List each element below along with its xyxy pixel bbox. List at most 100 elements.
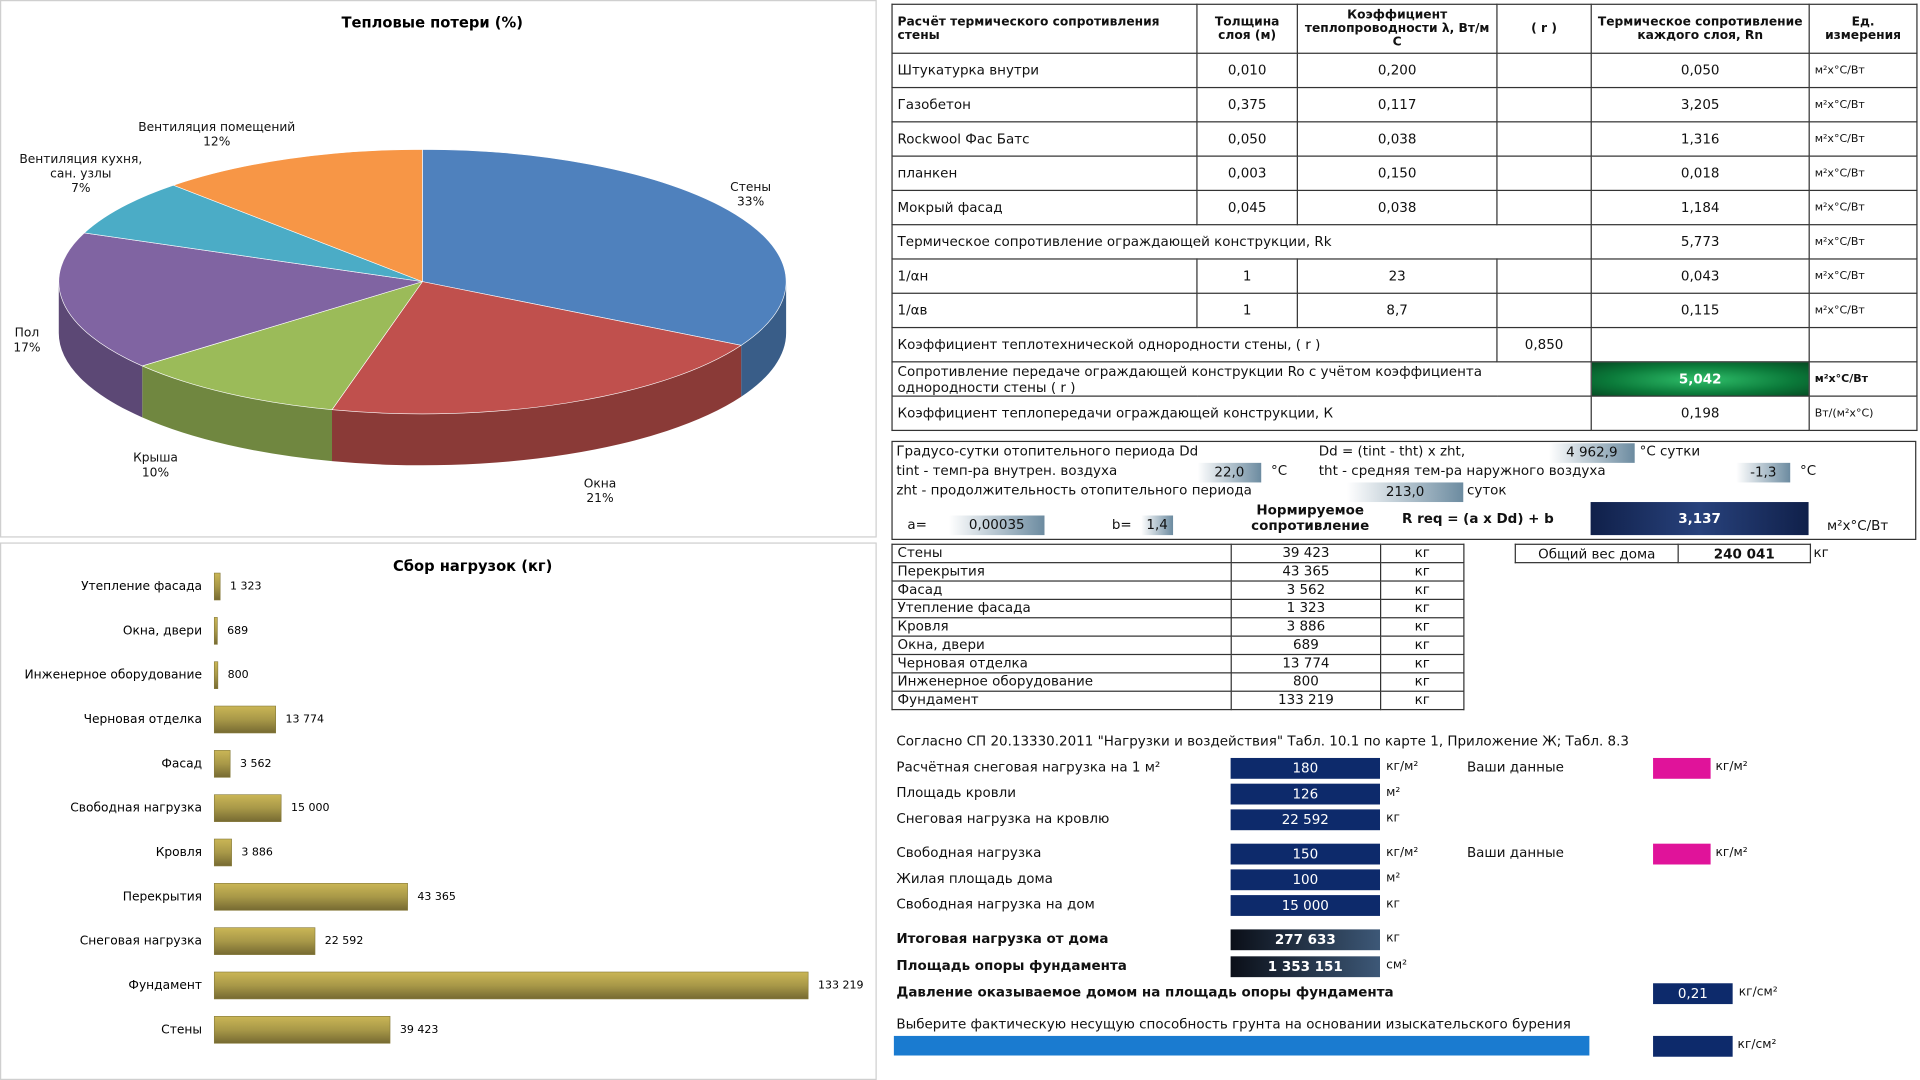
value-box: 15 000 [1230,895,1380,916]
input-box[interactable] [1653,757,1711,779]
table-row: Мокрый фасад 0,045 0,038 1,184 м²х°С/Вт [891,189,1918,226]
note: Согласно СП 20.13330.2011 "Нагрузки и во… [896,733,1629,750]
table-row: Фасад 3 562 кг [891,580,1465,601]
cell: кг [1380,653,1465,674]
soil-value-box[interactable] [1653,1035,1733,1057]
pie-slice-side [142,365,333,462]
cell: Коэффициент теплопередачи ограждающей ко… [891,395,1592,432]
y-tick-label: Фасад [161,756,202,770]
pie-slice-side [58,281,143,418]
cell: 0,010 [1196,52,1298,89]
cell: 8,7 [1296,292,1498,329]
cell: 0,117 [1296,86,1498,123]
value-box: 0,21 [1653,983,1733,1005]
cell: 0,375 [1196,86,1298,123]
cell: кг [1380,690,1465,711]
cell: Фасад [891,580,1232,601]
y-tick-label: Кровля [156,845,202,859]
value-box: 1,4 [1141,515,1174,536]
cell: 0,198 [1590,395,1810,432]
cell: кг [1380,562,1465,582]
header-cell: Расчёт термического сопротивления стены [891,3,1198,54]
unit: кг [1386,897,1400,912]
pie-label: Пол 17% [0,327,64,356]
cell: кг [1380,543,1465,564]
data-label: 39 423 [400,1023,439,1036]
pie-slice [172,149,423,283]
data-label: 1 323 [230,580,262,593]
header-cell: Ед. измерения [1808,3,1918,54]
unit: см² [1386,958,1408,973]
table-row: Окна, двери 689 кг [891,635,1465,656]
cell [1496,258,1592,294]
cell: Фундамент [891,690,1232,711]
cell: 0,150 [1296,155,1498,192]
pie-label-name: Вентиляция кухня, сан. узлы [19,153,143,182]
y-tick-label: Свободная нагрузка [70,801,202,815]
cell: Коэффициент теплотехнической однородност… [891,326,1498,363]
pie-slice [422,149,787,346]
table-row: Коэффициент теплопередачи ограждающей ко… [891,395,1918,432]
cell: кг [1380,617,1465,637]
cell: 3,205 [1590,86,1810,123]
cell: кг [1380,580,1465,601]
cell: 1 323 [1230,598,1382,619]
label: tint - темп-ра внутрен. воздуха [896,462,1118,479]
cell: Вт/(м²х°С) [1808,395,1918,432]
table-row: Коэффициент теплотехнической однородност… [891,326,1918,363]
cell: м²х°С/Вт [1808,258,1918,294]
cell: планкен [891,155,1198,192]
cell: 3 562 [1230,580,1382,601]
pie-label: Окна 21% [557,478,643,507]
unit: м² [1386,871,1401,886]
cell: Стены [891,543,1232,564]
cell: 0,038 [1296,121,1498,157]
cell: м²х°С/Вт [1808,224,1918,260]
value-box: 4 962,9 [1548,443,1635,463]
bar [213,794,282,822]
bar [213,661,219,689]
pie-label-value: 10% [141,466,170,480]
cell: Окна, двери [891,635,1232,656]
unit: кг/м² [1386,846,1419,860]
bar [213,617,218,645]
cell: Термическое сопротивление ограждающей ко… [891,224,1592,260]
pie-label-value: 12% [203,135,231,150]
table-row: Термическое сопротивление ограждающей ко… [891,224,1918,260]
cell: кг [1380,672,1465,692]
formula: R req = (a x Dd) + b [1402,510,1554,527]
cell [1808,326,1918,363]
cell: 1 [1196,292,1298,329]
cell: м²х°С/Вт [1808,361,1918,397]
table-row: Штукатурка внутри 0,010 0,200 0,050 м²х°С/Вт [891,52,1918,89]
cell: 3 886 [1230,617,1382,637]
cell: 0,115 [1590,292,1810,329]
cell: Утепление фасада [891,598,1232,619]
value: 240 041 [1677,543,1812,564]
input-box[interactable] [1653,843,1711,865]
table-row: Rockwool Фас Батс 0,050 0,038 1,316 м²х°С/Вт [891,121,1918,157]
y-tick-label: Окна, двери [123,623,202,637]
unit: кг/м² [1715,760,1748,774]
label: b= [1111,516,1132,533]
data-label: 43 365 [417,890,456,903]
pie-label-value: 21% [586,492,614,506]
cell: Кровля [891,617,1232,637]
pie-label: Крыша 10% [113,452,199,481]
label: tht - средняя тем-ра наружного воздуха [1318,462,1606,479]
bar [213,971,809,1000]
table-row: планкен 0,003 0,150 0,018 м²х°С/Вт [891,155,1918,192]
unit: м² [1386,786,1401,800]
pie-label-value: 7% [71,182,91,196]
soil-input[interactable] [893,1035,1590,1056]
unit: кг [1386,811,1400,826]
cell: 5,773 [1590,224,1810,260]
label: Итоговая нагрузка от дома [896,930,1109,947]
cell [1496,292,1592,329]
bar [213,838,232,867]
result-cell: 5,042 [1590,361,1810,397]
cell: 0,850 [1496,326,1592,363]
label: Свободная нагрузка на дом [896,896,1095,913]
